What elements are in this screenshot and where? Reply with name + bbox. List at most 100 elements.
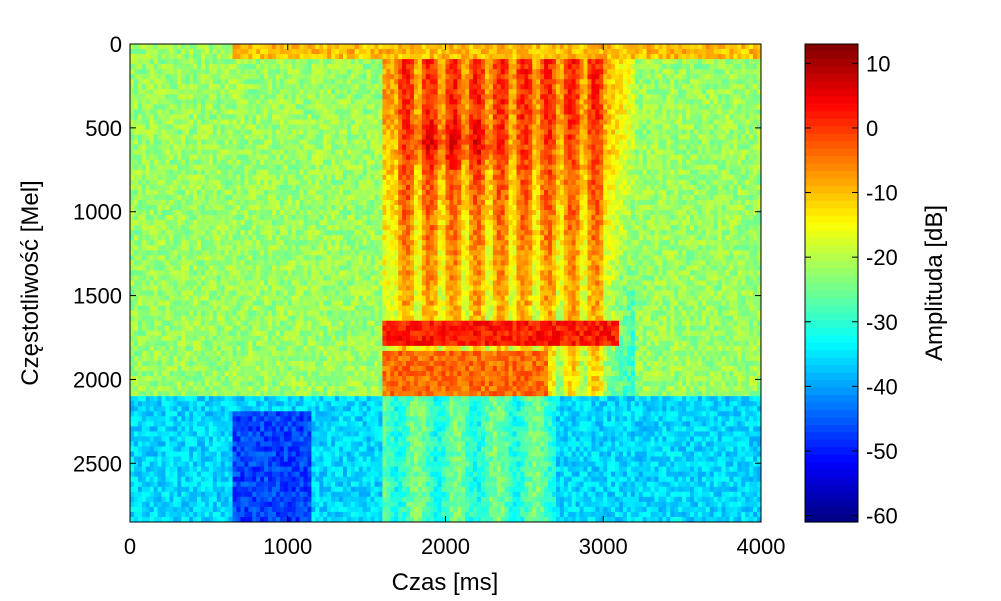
heatmap-cell xyxy=(658,189,663,196)
heatmap-cell xyxy=(177,169,182,176)
heatmap-cell xyxy=(737,89,742,95)
heatmap-cell xyxy=(331,114,336,121)
heatmap-cell xyxy=(516,154,522,161)
heatmap-cell xyxy=(693,104,699,111)
heatmap-cell xyxy=(433,179,439,186)
heatmap-cell xyxy=(224,164,230,171)
heatmap-cell xyxy=(287,184,293,191)
heatmap-cell xyxy=(579,139,585,146)
heatmap-cell xyxy=(583,89,589,95)
heatmap-cell xyxy=(133,119,139,126)
heatmap-cell xyxy=(224,104,230,111)
heatmap-cell xyxy=(646,194,652,201)
heatmap-cell xyxy=(599,194,604,201)
heatmap-cell xyxy=(591,184,596,191)
heatmap-cell xyxy=(729,149,734,156)
heatmap-cell xyxy=(555,119,561,126)
heatmap-cell xyxy=(189,159,194,166)
heatmap-cell xyxy=(339,189,344,196)
heatmap-cell xyxy=(666,94,671,100)
heatmap-cell xyxy=(441,74,447,80)
heatmap-cell xyxy=(354,44,360,50)
heatmap-cell xyxy=(638,169,644,176)
heatmap-cell xyxy=(622,114,628,121)
heatmap-cell xyxy=(619,74,624,80)
heatmap-cell xyxy=(583,79,589,85)
heatmap-cell xyxy=(256,119,261,126)
heatmap-cell xyxy=(303,154,309,161)
heatmap-cell xyxy=(358,134,364,141)
heatmap-cell xyxy=(705,139,711,146)
heatmap-cell xyxy=(532,169,537,176)
heatmap-cell xyxy=(717,104,723,111)
heatmap-cell xyxy=(145,194,151,201)
heatmap-cell xyxy=(599,94,604,100)
heatmap-cell xyxy=(757,179,761,186)
heatmap-cell xyxy=(216,79,222,85)
heatmap-cell xyxy=(646,144,652,151)
heatmap-cell xyxy=(327,194,332,201)
heatmap-cell xyxy=(693,164,699,171)
heatmap-cell xyxy=(268,199,273,206)
heatmap-cell xyxy=(587,94,593,100)
heatmap-cell xyxy=(638,194,644,201)
heatmap-cell xyxy=(555,129,561,136)
heatmap-cell xyxy=(579,59,585,65)
heatmap-cell xyxy=(709,44,715,50)
heatmap-cell xyxy=(157,44,163,50)
heatmap-cell xyxy=(697,164,703,171)
heatmap-cell xyxy=(252,74,257,80)
heatmap-cell xyxy=(252,169,257,176)
heatmap-cell xyxy=(165,134,171,141)
heatmap-cell xyxy=(212,104,218,111)
heatmap-cell xyxy=(532,179,537,186)
heatmap-cell xyxy=(299,94,305,100)
heatmap-cell xyxy=(291,134,297,141)
heatmap-cell xyxy=(307,74,313,80)
heatmap-cell xyxy=(650,64,656,70)
heatmap-cell xyxy=(662,49,667,55)
heatmap-cell xyxy=(737,54,742,60)
heatmap-cell xyxy=(283,154,289,161)
heatmap-cell xyxy=(445,94,451,100)
heatmap-cell xyxy=(686,134,691,141)
heatmap-cell xyxy=(378,64,383,70)
heatmap-cell xyxy=(579,149,585,156)
heatmap-cell xyxy=(185,139,190,146)
heatmap-cell xyxy=(496,144,502,151)
heatmap-cell xyxy=(204,139,210,146)
heatmap-cell xyxy=(599,69,604,75)
heatmap-cell xyxy=(307,69,313,75)
heatmap-cell xyxy=(212,154,218,161)
heatmap-cell xyxy=(437,139,443,146)
heatmap-cell xyxy=(173,169,178,176)
heatmap-cell xyxy=(145,89,151,95)
heatmap-cell xyxy=(595,124,600,131)
heatmap-cell xyxy=(161,54,167,60)
heatmap-cell xyxy=(697,64,703,70)
heatmap-cell xyxy=(559,59,565,65)
heatmap-cell xyxy=(445,54,451,60)
heatmap-cell xyxy=(228,144,234,151)
heatmap-cell xyxy=(682,89,687,95)
heatmap-cell xyxy=(555,79,561,85)
heatmap-cell xyxy=(299,119,305,126)
heatmap-cell xyxy=(717,134,723,141)
heatmap-cell xyxy=(256,99,261,105)
heatmap-cell xyxy=(571,109,577,116)
heatmap-cell xyxy=(741,164,746,171)
heatmap-cell xyxy=(153,129,159,136)
heatmap-cell xyxy=(666,54,671,60)
heatmap-cell xyxy=(177,104,182,111)
heatmap-cell xyxy=(402,89,407,95)
heatmap-cell xyxy=(303,139,309,146)
heatmap-cell xyxy=(453,134,458,141)
heatmap-cell xyxy=(141,129,147,136)
heatmap-cell xyxy=(674,79,679,85)
heatmap-cell xyxy=(232,49,238,55)
heatmap-cell xyxy=(575,114,581,121)
heatmap-cell xyxy=(268,149,273,156)
heatmap-cell xyxy=(496,139,502,146)
heatmap-cell xyxy=(244,89,249,95)
heatmap-cell xyxy=(480,69,486,75)
